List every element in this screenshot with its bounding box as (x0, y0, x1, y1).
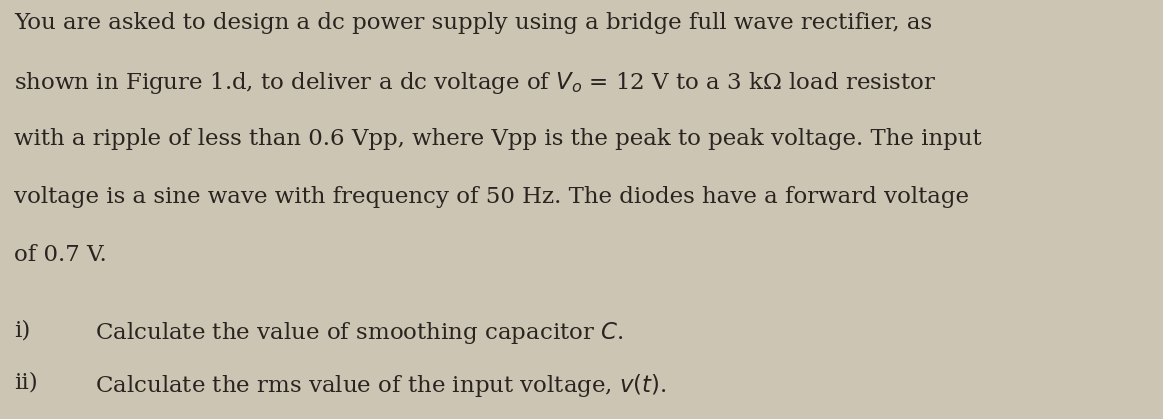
Text: ii): ii) (14, 372, 37, 394)
Text: with a ripple of less than 0.6 Vpp, where Vpp is the peak to peak voltage. The i: with a ripple of less than 0.6 Vpp, wher… (14, 128, 982, 150)
Text: You are asked to design a dc power supply using a bridge full wave rectifier, as: You are asked to design a dc power suppl… (14, 12, 932, 34)
Text: voltage is a sine wave with frequency of 50 Hz. The diodes have a forward voltag: voltage is a sine wave with frequency of… (14, 186, 969, 208)
Text: shown in Figure 1.d, to deliver a dc voltage of $V_o$ = 12 V to a 3 kΩ load resi: shown in Figure 1.d, to deliver a dc vol… (14, 70, 936, 96)
Text: of 0.7 V.: of 0.7 V. (14, 244, 107, 266)
Text: Calculate the rms value of the input voltage, $v(t)$.: Calculate the rms value of the input vol… (95, 372, 666, 399)
Text: Calculate the value of smoothing capacitor $C$.: Calculate the value of smoothing capacit… (95, 320, 623, 346)
Text: i): i) (14, 320, 30, 342)
